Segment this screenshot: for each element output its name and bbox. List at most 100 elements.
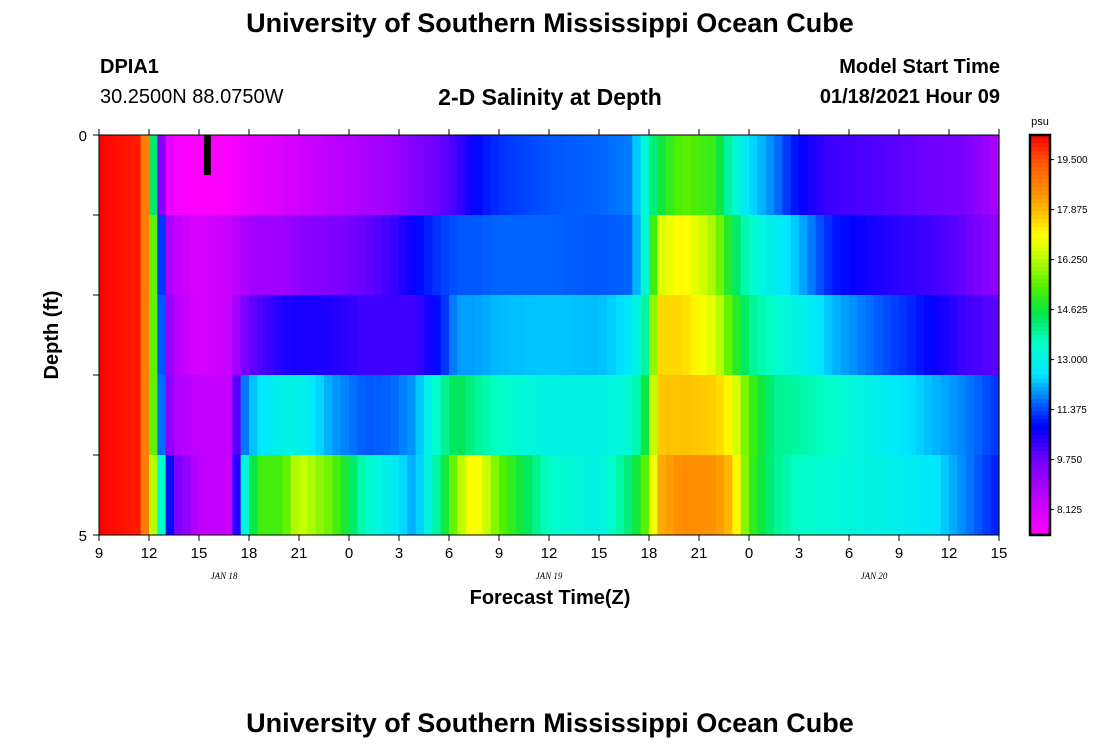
heatmap-cell (357, 135, 367, 216)
heatmap-cell (282, 375, 292, 456)
heatmap-cell (790, 215, 800, 296)
heatmap-cell (474, 135, 483, 216)
colorbar-segment (1030, 479, 1050, 484)
heatmap-cell (874, 215, 883, 296)
heatmap-cell (657, 215, 667, 296)
heatmap-cell (849, 455, 858, 536)
heatmap-cell (549, 135, 558, 216)
heatmap-cell (632, 295, 642, 376)
colorbar-segment (1030, 303, 1050, 308)
heatmap-cell (882, 295, 892, 376)
heatmap-cell (424, 455, 433, 536)
heatmap-cell (565, 215, 575, 296)
colorbar-segment (1030, 391, 1050, 396)
heatmap-cell (799, 375, 808, 456)
heatmap-cell (274, 215, 283, 296)
heatmap-cell (349, 375, 358, 456)
heatmap-cell (840, 295, 850, 376)
x-tick-label: 12 (541, 545, 558, 562)
heatmap-cell (465, 455, 475, 536)
heatmap-cell (865, 215, 875, 296)
heatmap-cell (974, 215, 983, 296)
heatmap-cell (874, 455, 883, 536)
heatmap-cell (640, 375, 650, 456)
heatmap-cell (474, 215, 483, 296)
heatmap-cell (282, 295, 292, 376)
heatmap-cell (615, 135, 625, 216)
heatmap-cell (807, 375, 817, 456)
colorbar-segment (1030, 259, 1050, 264)
heatmap-cell (724, 455, 733, 536)
colorbar-segment (1030, 427, 1050, 432)
heatmap-cell (957, 295, 967, 376)
heatmap-cell (340, 455, 350, 536)
heatmap-cell (707, 295, 717, 376)
heatmap-cell (849, 375, 858, 456)
heatmap-cell (174, 215, 183, 296)
heatmap-cell (107, 135, 117, 216)
heatmap-cell (965, 295, 975, 376)
heatmap-cell (140, 215, 150, 296)
heatmap-cell (590, 455, 600, 536)
heatmap-cell (174, 295, 183, 376)
heatmap-cell (774, 455, 783, 536)
colorbar-segment (1030, 227, 1050, 232)
heatmap-cell (124, 135, 133, 216)
heatmap-cell (299, 375, 308, 456)
heatmap-cell (332, 375, 342, 456)
heatmap-cell (199, 135, 208, 216)
heatmap-cell (532, 295, 542, 376)
heatmap-cell (615, 375, 625, 456)
heatmap-cell (199, 455, 208, 536)
heatmap-cell (974, 455, 983, 536)
heatmap-cell (915, 455, 925, 536)
heatmap-cell (749, 215, 758, 296)
colorbar-unit: psu (1031, 116, 1049, 128)
heatmap-cell (265, 455, 275, 536)
heatmap-cell (624, 375, 633, 456)
heatmap-cell (99, 375, 108, 456)
heatmap-cell (407, 295, 417, 376)
heatmap-cell (690, 375, 700, 456)
colorbar-segment (1030, 179, 1050, 184)
heatmap-cell (940, 215, 950, 296)
heatmap-cell (407, 375, 417, 456)
colorbar-segment (1030, 515, 1050, 520)
heatmap-cell (299, 295, 308, 376)
heatmap-cell (715, 375, 725, 456)
heatmap-cell (749, 295, 758, 376)
heatmap-cell (240, 215, 250, 296)
heatmap-cell (507, 135, 517, 216)
heatmap-cell (649, 375, 658, 456)
heatmap-cell (299, 215, 308, 296)
heatmap-cell (624, 295, 633, 376)
heatmap-cell (107, 375, 117, 456)
colorbar-segment (1030, 331, 1050, 336)
colorbar-segment (1030, 459, 1050, 464)
heatmap-cell (574, 455, 583, 536)
heatmap-cell (265, 135, 275, 216)
heatmap-cell (174, 135, 183, 216)
colorbar-tick-label: 16.250 (1057, 255, 1088, 266)
heatmap-cell (374, 375, 383, 456)
heatmap-cell (682, 375, 692, 456)
heatmap-cell (390, 295, 400, 376)
heatmap-cell (482, 375, 492, 456)
heatmap-cell (690, 135, 700, 216)
heatmap-cell (840, 375, 850, 456)
heatmap-cell (157, 135, 167, 216)
heatmap-cell (415, 375, 425, 456)
x-tick-label: 18 (241, 545, 258, 562)
heatmap-cell (357, 375, 367, 456)
heatmap-cell (407, 135, 417, 216)
heatmap-cell (699, 215, 708, 296)
heatmap-cell (990, 455, 1000, 536)
heatmap-cell (374, 455, 383, 536)
heatmap-cell (274, 455, 283, 536)
colorbar-segment (1030, 223, 1050, 228)
heatmap-cell (790, 295, 800, 376)
heatmap-cell (640, 455, 650, 536)
heatmap-cell (982, 135, 992, 216)
colorbar-segment (1030, 191, 1050, 196)
heatmap-cell (974, 295, 983, 376)
